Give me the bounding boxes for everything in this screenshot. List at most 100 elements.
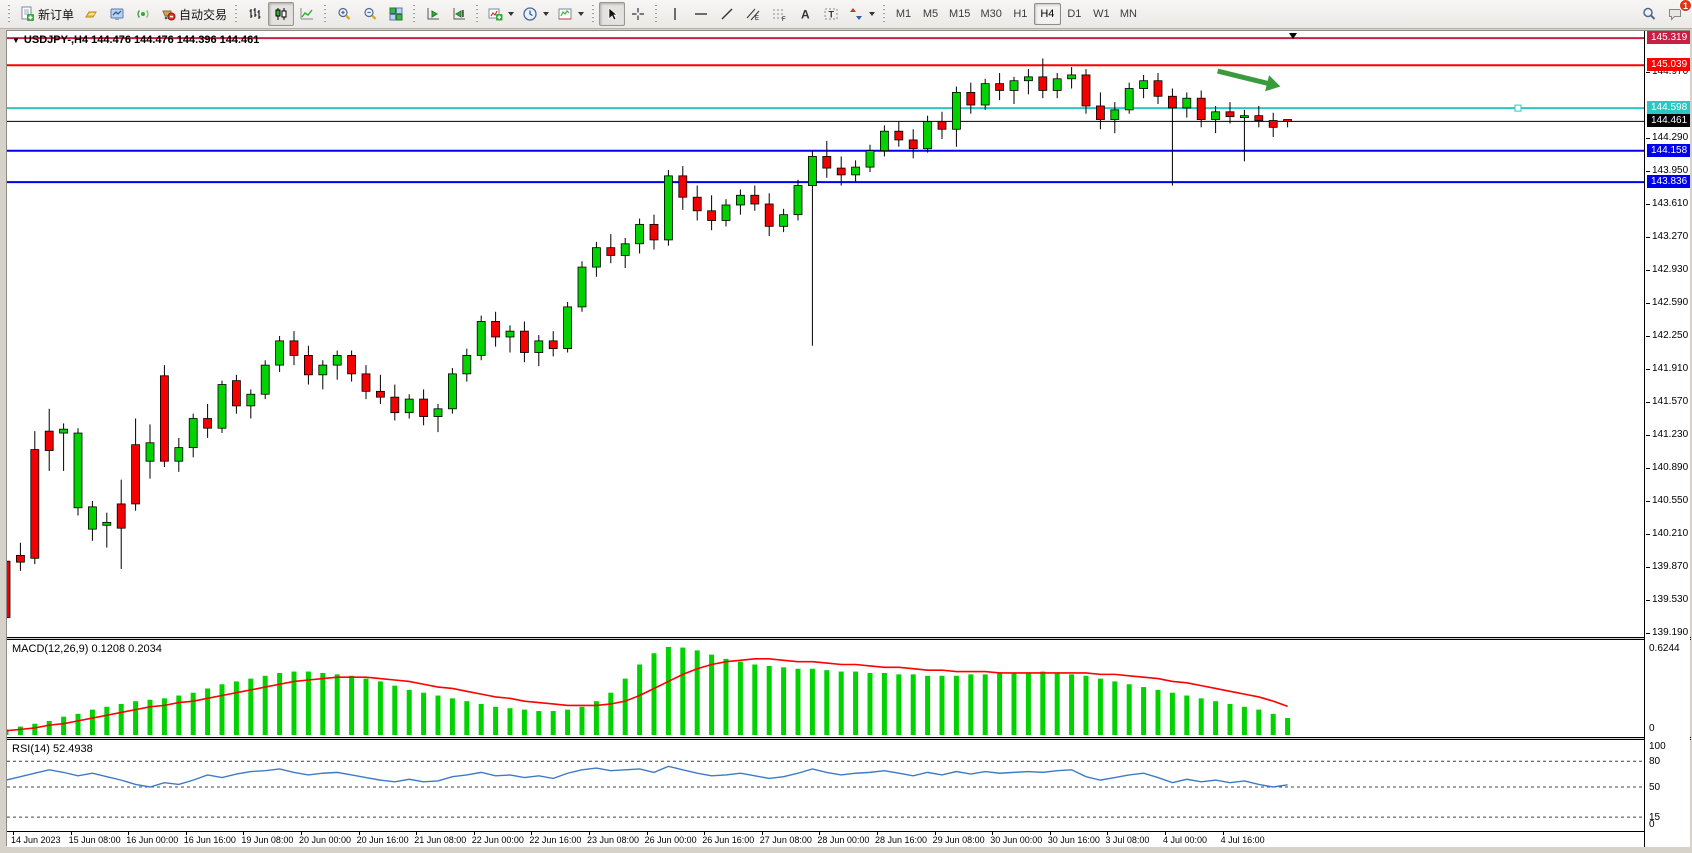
bar-chart-button[interactable] (242, 2, 268, 26)
fibonacci-button[interactable]: F (766, 2, 792, 26)
timeframe-button-m30[interactable]: M30 (980, 8, 1002, 20)
candle-body (44, 430, 54, 451)
search-button[interactable] (1636, 2, 1662, 26)
equidistant-channel-button[interactable]: E (740, 2, 766, 26)
price-axis-tick: 140.550 (1646, 495, 1688, 506)
time-axis-tick (589, 832, 590, 835)
candle-body (707, 210, 716, 221)
price-pane[interactable] (1, 31, 1644, 637)
macd-histogram-bar (1054, 672, 1060, 735)
trendline-button[interactable] (714, 2, 740, 26)
macd-pane[interactable] (3, 640, 1644, 737)
zoom-out-button[interactable] (357, 2, 383, 26)
new-order-icon (19, 6, 35, 22)
rsi-pane[interactable] (5, 740, 1644, 830)
current-price-badge: 144.461 (1647, 114, 1691, 128)
macd-histogram-bar (565, 709, 571, 735)
chart-window: 14 Jun 2023 15 Jun 08:00 16 Jun 00:00 16 Ju… (0, 30, 1692, 847)
chevron-down-icon[interactable] (578, 12, 585, 16)
macd-histogram-bar (838, 671, 844, 735)
chart-title[interactable]: ▼ USDJPY-,H4 144.476 144.476 144.396 144… (12, 34, 259, 46)
line-selection-handle[interactable] (1514, 104, 1522, 112)
arrow-drawing-object[interactable] (1217, 68, 1281, 92)
zoom-in-button[interactable] (331, 2, 357, 26)
timeframe-button-d1[interactable]: D1 (1067, 8, 1082, 20)
macd-histogram-bar (262, 675, 268, 735)
candle-body (606, 247, 616, 256)
timeframe-button-h4[interactable]: H4 (1033, 3, 1061, 25)
toolbar-grip[interactable] (412, 4, 418, 24)
macd-histogram-bar (334, 674, 340, 735)
macd-histogram-bar (1141, 687, 1147, 735)
rsi-axis-tick: 50 (1649, 782, 1661, 793)
timeframe-button-mn[interactable]: MN (1119, 8, 1137, 20)
candle-body (116, 503, 126, 529)
candle-body (908, 139, 918, 150)
vertical-line-button[interactable] (662, 2, 688, 26)
chevron-down-icon[interactable] (508, 12, 515, 16)
toolbar-grip[interactable] (475, 4, 481, 24)
candle-body (30, 449, 40, 559)
toolbar-grip[interactable] (882, 4, 888, 24)
market-watch-button[interactable] (104, 2, 130, 26)
pane-splitter[interactable] (7, 737, 1691, 740)
toolbar-grip[interactable] (654, 4, 660, 24)
price-line-badge: 144.598 (1647, 101, 1691, 115)
new-order-button[interactable]: 新订单 (15, 2, 78, 26)
time-axis-tick (358, 832, 360, 835)
gold-button[interactable] (78, 2, 104, 26)
notifications-button[interactable]: 1 (1662, 0, 1692, 26)
candle-body (692, 196, 702, 212)
candle-body (620, 243, 630, 256)
toolbar-grip[interactable] (323, 4, 329, 24)
templates-dropdown[interactable] (553, 2, 588, 26)
chart-title-caret-icon[interactable]: ▼ (12, 35, 20, 45)
candle-body (635, 223, 644, 245)
crosshair-button[interactable] (625, 2, 651, 26)
toolbar-grip[interactable] (7, 4, 12, 24)
price-scale[interactable]: 144.970 144.290 143.950 143.610 143.270 142.9… (1645, 31, 1691, 847)
macd-histogram-bar (406, 689, 412, 735)
time-axis-label: 4 Jul 00:00 (1163, 835, 1208, 845)
gold-icon (83, 6, 99, 22)
signals-button[interactable] (130, 2, 156, 26)
time-axis-tick (992, 832, 994, 835)
time-axis[interactable]: 14 Jun 2023 15 Jun 08:00 16 Jun 00:00 16 Ju… (7, 831, 1644, 847)
timeframe-button-w1[interactable]: W1 (1093, 8, 1110, 20)
macd-histogram-bar (190, 692, 196, 735)
price-axis-tick: 141.570 (1646, 396, 1688, 407)
periods-dropdown[interactable] (518, 2, 553, 26)
text-label-button[interactable]: T (818, 2, 844, 26)
macd-histogram-bar (1040, 671, 1046, 735)
chevron-down-icon[interactable] (543, 12, 550, 16)
chart-shift-button[interactable] (446, 2, 472, 26)
cursor-button[interactable] (599, 2, 626, 26)
toolbar-grip[interactable] (591, 4, 597, 24)
macd-histogram-bar (694, 650, 700, 735)
chevron-down-icon[interactable] (869, 12, 876, 16)
macd-histogram-bar (1184, 695, 1190, 735)
timeframe-button-m15[interactable]: M15 (949, 8, 971, 20)
candle-body (102, 521, 112, 526)
timeframe-button-h1[interactable]: H1 (1013, 8, 1028, 20)
text-button[interactable]: A (792, 2, 818, 26)
time-axis-label: 23 Jun 08:00 (587, 835, 640, 845)
candlestick-button[interactable] (268, 2, 295, 26)
candle-body (159, 375, 169, 462)
timeframe-button-m5[interactable]: M5 (922, 8, 939, 20)
line-chart-button[interactable] (294, 2, 320, 26)
new-chart-dropdown[interactable] (483, 2, 518, 26)
candle-body (491, 321, 501, 338)
horizontal-line-button[interactable] (688, 2, 714, 26)
candle-body (59, 428, 68, 434)
price-axis-tick: 142.930 (1646, 264, 1688, 275)
timeframe-button-m1[interactable]: M1 (895, 8, 912, 20)
macd-histogram-bar (1069, 674, 1075, 735)
tile-windows-button[interactable] (383, 2, 409, 26)
auto-trading-button[interactable]: 自动交易 (156, 2, 231, 26)
toolbar-grip[interactable] (234, 4, 240, 24)
arrows-dropdown[interactable] (844, 2, 879, 26)
auto-scroll-button[interactable] (420, 2, 446, 26)
pane-splitter[interactable] (7, 637, 1691, 640)
